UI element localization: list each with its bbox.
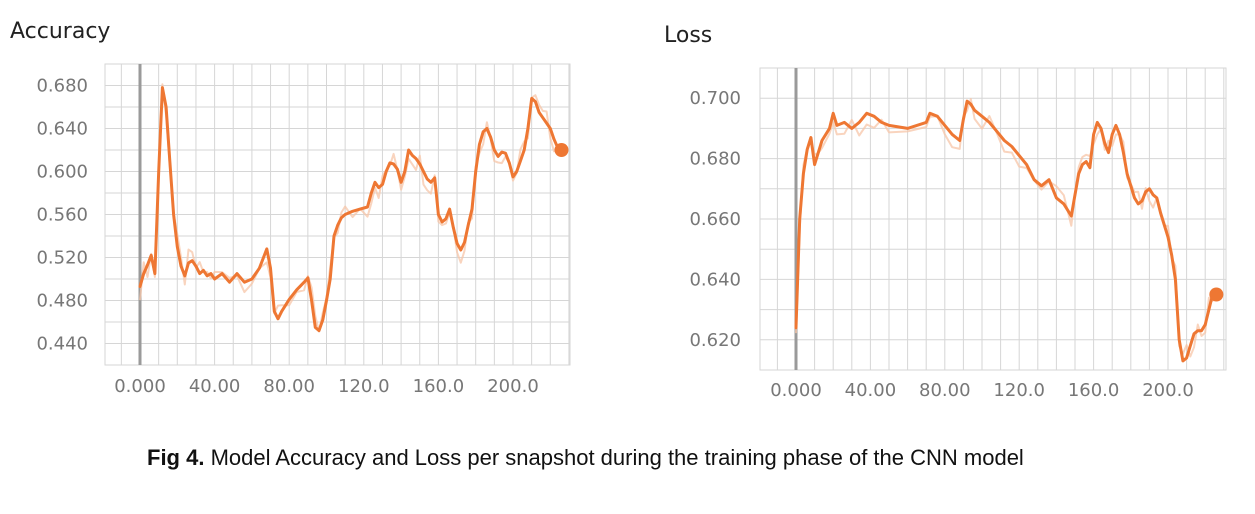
accuracy-x-tick-label: 0.000 <box>114 376 166 397</box>
loss-x-tick-label: 0.000 <box>770 380 822 401</box>
loss-x-tick-label: 200.0 <box>1142 380 1194 401</box>
loss-y-tick-label: 0.640 <box>689 269 741 290</box>
loss-x-tick-label: 160.0 <box>1068 380 1120 401</box>
accuracy-y-tick-label: 0.680 <box>36 76 88 97</box>
accuracy-x-tick-label: 160.0 <box>413 376 465 397</box>
loss-y-tick-label: 0.620 <box>689 330 741 351</box>
loss-raw-series-line <box>795 98 1218 358</box>
accuracy-last-point <box>554 143 569 157</box>
loss-x-tick-label: 120.0 <box>993 380 1045 401</box>
loss-chart: Loss 0.620 0.640 0.660 0.680 0.700 0.000 40.00… <box>664 23 1227 401</box>
accuracy-x-tick-label: 40.00 <box>189 376 241 397</box>
accuracy-chart: Accuracy 0.4400.4800.5200.5600.6000.6400… <box>10 19 571 397</box>
accuracy-y-tick-label: 0.640 <box>36 119 88 140</box>
accuracy-chart-title: Accuracy <box>10 19 110 44</box>
accuracy-plot-frame <box>104 63 571 366</box>
loss-x-tick-label: 80.00 <box>919 380 971 401</box>
loss-last-point <box>1209 287 1224 302</box>
accuracy-y-tick-label: 0.560 <box>36 205 88 226</box>
figure-caption: Fig 4. Model Accuracy and Loss per snaps… <box>147 444 1047 472</box>
accuracy-y-tick-label: 0.480 <box>36 291 88 312</box>
accuracy-y-tick-label: 0.440 <box>36 334 88 355</box>
accuracy-y-tick-label: 0.520 <box>36 248 88 269</box>
loss-y-tick-label: 0.680 <box>689 149 741 170</box>
accuracy-x-tick-label: 80.00 <box>263 376 315 397</box>
loss-plot-area: 0.620 0.640 0.660 0.680 0.700 0.000 40.00 80.00… <box>689 67 1227 401</box>
loss-plot-frame <box>759 67 1227 371</box>
accuracy-x-tick-label: 200.0 <box>487 376 539 397</box>
figure-caption-label: Fig 4. <box>147 445 205 470</box>
accuracy-x-tick-label: 120.0 <box>338 376 390 397</box>
accuracy-raw-series-line <box>139 83 563 333</box>
figure-caption-text: Model Accuracy and Loss per snapshot dur… <box>204 445 1024 470</box>
loss-y-tick-label: 0.700 <box>689 88 741 109</box>
accuracy-series-line <box>138 86 563 333</box>
loss-series-line <box>794 99 1218 363</box>
charts-canvas: Accuracy 0.4400.4800.5200.5600.6000.6400… <box>10 19 1227 401</box>
accuracy-y-tick-label: 0.600 <box>36 162 88 183</box>
loss-y-tick-label: 0.660 <box>689 209 741 230</box>
loss-chart-title: Loss <box>664 23 712 48</box>
loss-x-tick-label: 40.00 <box>845 380 897 401</box>
accuracy-plot-area: 0.440 0.480 0.520 0.560 0.600 0.640 0.680 0.000… <box>36 63 571 397</box>
